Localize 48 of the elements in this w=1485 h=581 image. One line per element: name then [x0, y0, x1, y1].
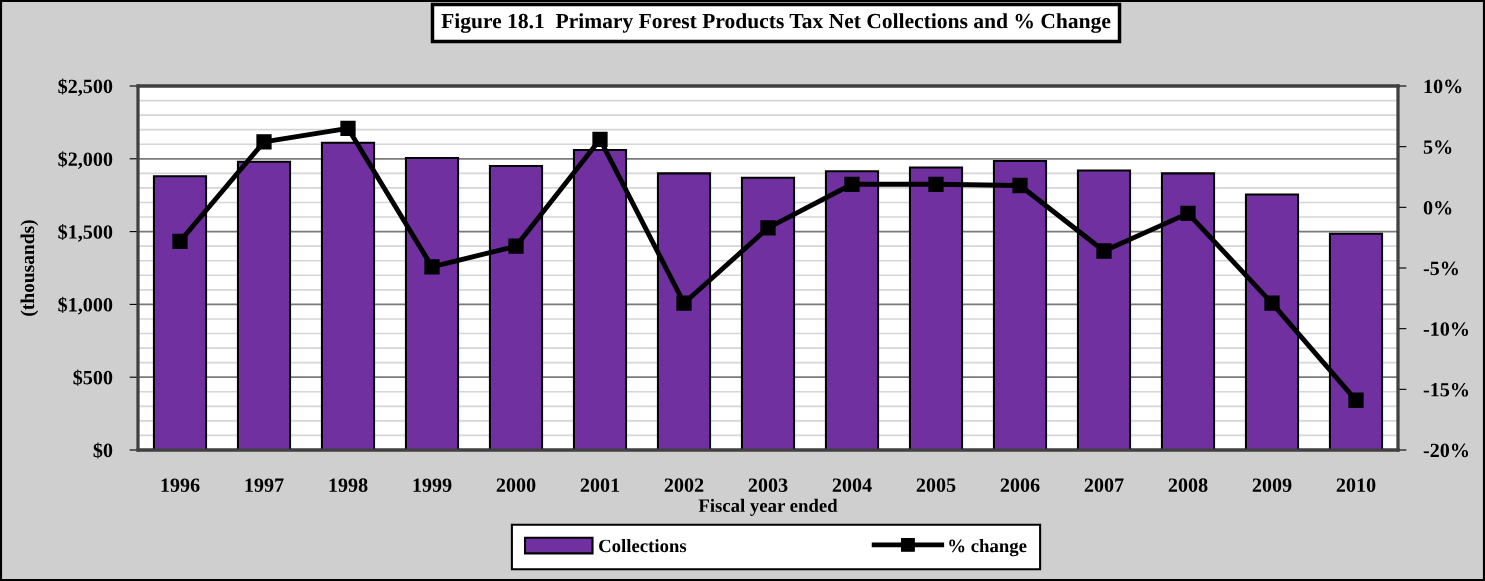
x-tick-label: 2006 — [1000, 478, 1040, 492]
y-tick-label: $500 — [73, 369, 113, 386]
x-tick-label: 2000 — [496, 478, 536, 492]
y-tick-label: $0 — [93, 442, 113, 459]
legend-label: % change — [949, 539, 1027, 557]
x-tick-label: 2007 — [1084, 478, 1124, 492]
point — [1180, 205, 1196, 222]
point — [760, 220, 776, 236]
x-tick-label: 2010 — [1336, 478, 1376, 492]
x-axis-title: Fiscal year ended — [698, 498, 838, 516]
y2-tick-label: -10% — [1423, 322, 1469, 336]
x-tick-label: 1998 — [329, 478, 368, 492]
x-tick-label: 2008 — [1168, 478, 1208, 492]
y-tick-label: $1,500 — [58, 224, 113, 242]
y2-tick-label: 5% — [1423, 140, 1452, 154]
point — [592, 131, 608, 148]
y2-tick-label: 0% — [1423, 200, 1452, 215]
x-tick-label: 2005 — [916, 478, 956, 492]
y-axis-title: (thousands) — [20, 220, 39, 316]
point — [172, 233, 188, 249]
point — [508, 238, 524, 254]
point — [256, 134, 272, 150]
x-tick-label: 2003 — [748, 478, 788, 492]
x-tick-label: 1996 — [161, 478, 200, 492]
x-tick-label: 2009 — [1252, 478, 1292, 492]
x-tick-label: 2004 — [832, 478, 872, 492]
x-tick-label: 2002 — [664, 478, 704, 492]
point — [1264, 295, 1280, 311]
y-tick-label: $1,000 — [58, 296, 113, 315]
y-tick-label: $2,500 — [58, 78, 113, 97]
point — [424, 259, 440, 275]
point — [676, 295, 692, 311]
point — [340, 120, 356, 137]
point — [844, 176, 860, 192]
x-tick-label: 1997 — [245, 478, 284, 492]
y2-tick-label: -20% — [1423, 443, 1469, 458]
point — [1096, 243, 1112, 259]
y2-tick-label: 10% — [1424, 79, 1462, 94]
point — [928, 176, 944, 192]
x-tick-label: 2001 — [580, 478, 620, 492]
y-tick-label: $2,000 — [58, 151, 113, 169]
legend-label: Collections — [599, 539, 687, 553]
y2-tick-label: -5% — [1423, 261, 1459, 276]
y2-tick-label: -15% — [1423, 382, 1469, 397]
chart-title: Figure 18.1 Primary Forest Products Tax Net Collections and % Change — [441, 13, 1111, 33]
point — [1012, 177, 1028, 194]
point — [1348, 392, 1364, 408]
x-tick-label: 1999 — [413, 478, 452, 492]
